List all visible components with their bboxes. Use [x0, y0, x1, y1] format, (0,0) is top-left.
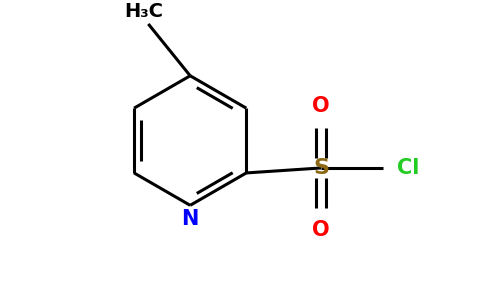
Text: O: O — [312, 96, 330, 116]
Text: N: N — [182, 209, 199, 229]
Text: S: S — [313, 158, 329, 178]
Text: Cl: Cl — [397, 158, 419, 178]
Text: H₃C: H₃C — [124, 2, 163, 22]
Text: O: O — [312, 220, 330, 240]
